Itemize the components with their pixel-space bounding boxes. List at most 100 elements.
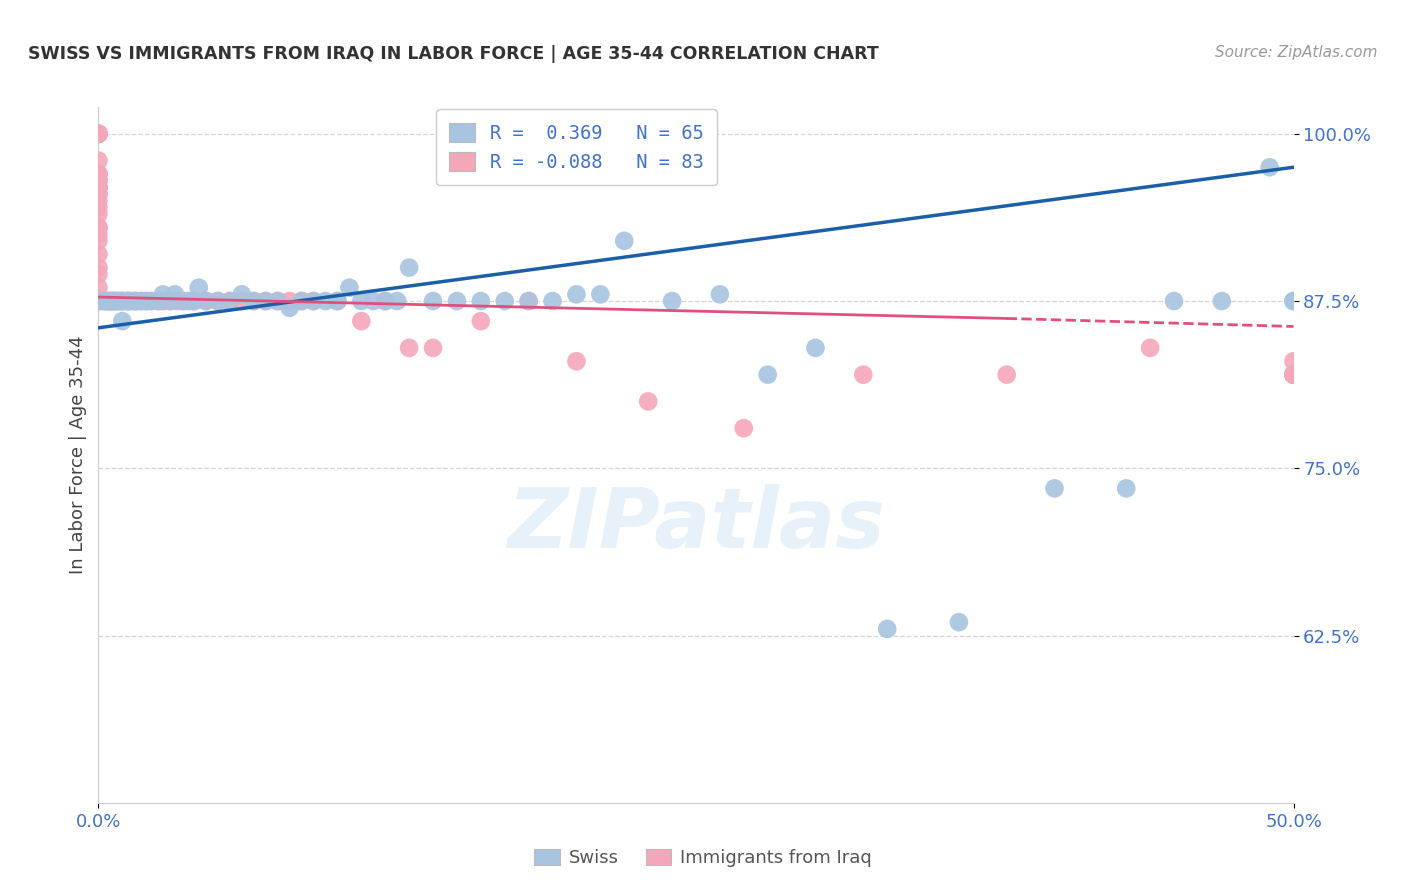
Point <box>87 167 110 181</box>
Y-axis label: In Labor Force | Age 35-44: In Labor Force | Age 35-44 <box>69 335 87 574</box>
Point <box>517 294 540 309</box>
Point <box>87 180 110 194</box>
Point <box>94 294 117 309</box>
Point <box>87 201 110 215</box>
Point <box>87 153 110 168</box>
Point <box>87 247 110 261</box>
Point <box>363 294 385 309</box>
Point <box>756 368 779 382</box>
Point <box>661 294 683 309</box>
Point <box>948 615 970 630</box>
Point <box>87 268 110 282</box>
Point <box>302 294 325 309</box>
Point <box>159 294 181 309</box>
Point <box>139 294 162 309</box>
Point <box>398 341 420 355</box>
Point <box>87 174 110 188</box>
Point <box>115 294 138 309</box>
Point <box>1282 368 1305 382</box>
Point <box>565 287 588 301</box>
Point <box>87 220 110 235</box>
Point <box>98 294 122 309</box>
Point <box>589 287 612 301</box>
Point <box>517 294 540 309</box>
Point <box>87 127 110 141</box>
Point <box>1282 368 1305 382</box>
Point <box>87 127 110 141</box>
Point <box>374 294 396 309</box>
Point <box>87 207 110 221</box>
Legend: Swiss, Immigrants from Iraq: Swiss, Immigrants from Iraq <box>527 841 879 874</box>
Text: SWISS VS IMMIGRANTS FROM IRAQ IN LABOR FORCE | AGE 35-44 CORRELATION CHART: SWISS VS IMMIGRANTS FROM IRAQ IN LABOR F… <box>28 45 879 62</box>
Point <box>87 167 110 181</box>
Point <box>219 294 242 309</box>
Point <box>124 294 146 309</box>
Point <box>207 294 229 309</box>
Point <box>87 127 110 141</box>
Point <box>104 294 127 309</box>
Point <box>315 294 337 309</box>
Point <box>97 294 120 309</box>
Point <box>852 368 875 382</box>
Point <box>219 294 242 309</box>
Point <box>87 280 110 294</box>
Point <box>278 301 301 315</box>
Point <box>267 294 290 309</box>
Point <box>152 287 174 301</box>
Point <box>107 294 129 309</box>
Point <box>278 294 301 309</box>
Point <box>195 294 218 309</box>
Point <box>87 180 110 194</box>
Point <box>422 341 444 355</box>
Point <box>1163 294 1185 309</box>
Point <box>111 294 134 309</box>
Point <box>1139 341 1161 355</box>
Point <box>1282 368 1305 382</box>
Point <box>159 294 181 309</box>
Point <box>87 180 110 194</box>
Point <box>148 294 170 309</box>
Point <box>231 287 253 301</box>
Point <box>291 294 314 309</box>
Legend: R =  0.369   N = 65, R = -0.088   N = 83: R = 0.369 N = 65, R = -0.088 N = 83 <box>436 110 717 185</box>
Point <box>1282 368 1305 382</box>
Point <box>97 294 120 309</box>
Point <box>87 127 110 141</box>
Point <box>98 294 122 309</box>
Text: Source: ZipAtlas.com: Source: ZipAtlas.com <box>1215 45 1378 60</box>
Point <box>1115 482 1137 496</box>
Point <box>87 127 110 141</box>
Point <box>326 294 349 309</box>
Point <box>101 294 124 309</box>
Point <box>131 294 153 309</box>
Point <box>1282 294 1305 309</box>
Point <box>804 341 827 355</box>
Point <box>995 368 1018 382</box>
Point <box>613 234 636 248</box>
Point <box>91 294 114 309</box>
Point <box>385 294 409 309</box>
Point <box>87 227 110 241</box>
Point <box>87 234 110 248</box>
Point <box>1282 354 1305 368</box>
Point <box>87 167 110 181</box>
Point <box>254 294 277 309</box>
Point <box>374 294 396 309</box>
Point <box>302 294 325 309</box>
Point <box>101 294 124 309</box>
Point <box>87 220 110 235</box>
Point <box>118 294 141 309</box>
Point <box>470 314 492 328</box>
Point <box>139 294 162 309</box>
Point <box>87 187 110 202</box>
Point <box>709 287 731 301</box>
Point <box>339 280 361 294</box>
Point <box>152 294 174 309</box>
Point <box>183 294 205 309</box>
Point <box>422 294 444 309</box>
Point <box>104 294 127 309</box>
Point <box>87 294 110 309</box>
Point <box>291 294 314 309</box>
Point <box>470 294 492 309</box>
Point <box>183 294 205 309</box>
